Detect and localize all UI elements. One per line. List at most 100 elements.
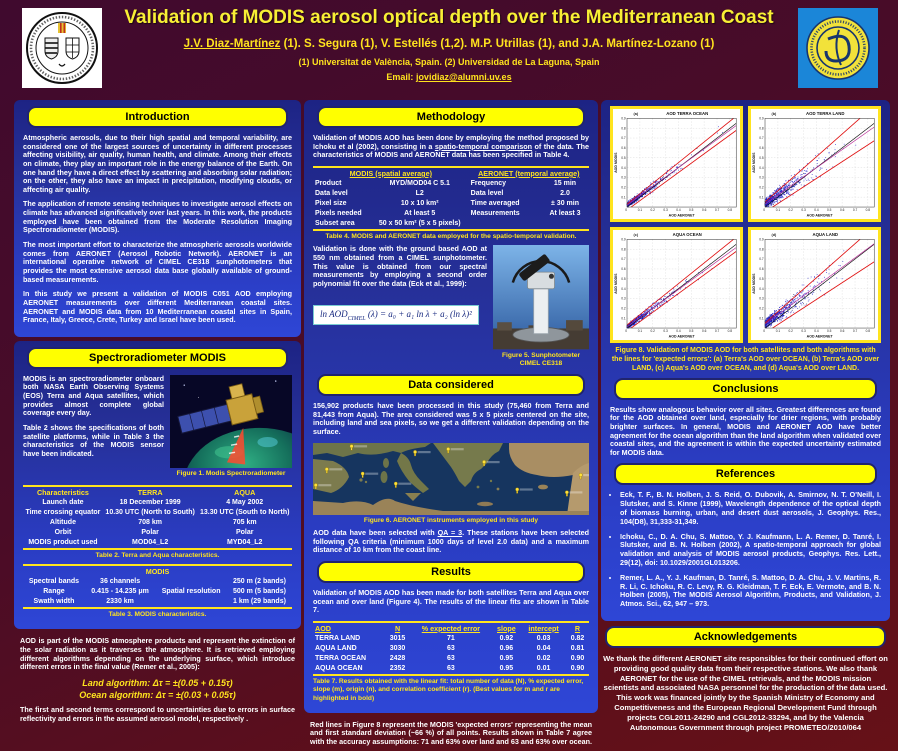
figure-5: Figure 5. Sunphotometer CIMEL CE318: [493, 245, 589, 372]
svg-text:0: 0: [625, 329, 627, 333]
svg-text:0.8: 0.8: [866, 208, 871, 212]
table-2-col-aqua: AQUA: [234, 487, 256, 497]
svg-text:0: 0: [763, 329, 765, 333]
table-cell: Range: [43, 588, 65, 596]
svg-text:0.8: 0.8: [866, 329, 871, 333]
spectro-row: MODIS is an spectroradiometer onboard bo…: [23, 373, 292, 483]
figure-1: Figure 1. Modis Spectroradiometer: [170, 374, 292, 483]
table-cell: 0.90: [570, 664, 585, 672]
svg-text:AOD TERRA OCEAN: AOD TERRA OCEAN: [666, 111, 708, 116]
svg-text:0.3: 0.3: [759, 297, 764, 301]
table-cell: 0.02: [536, 654, 551, 662]
svg-text:0.9: 0.9: [759, 116, 764, 120]
mediterranean-map-image: [313, 442, 589, 515]
svg-text:0.2: 0.2: [621, 185, 626, 189]
left-column: Introduction Atmospheric aerosols, due t…: [14, 100, 301, 729]
email-line: Email: jovidiaz@alumni.uv.es: [112, 72, 786, 82]
methodology-panel: Methodology Validation of MODIS AOD has …: [304, 100, 598, 713]
table-cell: Subset area: [315, 220, 355, 228]
table-row: AQUA OCEAN 2352 63 0.95 0.01 0.90: [313, 664, 589, 675]
svg-text:0.7: 0.7: [853, 208, 858, 212]
svg-text:0.5: 0.5: [621, 156, 626, 160]
table-cell: 0.81: [570, 644, 585, 652]
table-cell: 3015: [389, 634, 406, 642]
table-cell: Altitude: [49, 518, 76, 526]
svg-text:0.7: 0.7: [853, 329, 858, 333]
table-cell: Time crossing equator: [25, 508, 101, 516]
svg-text:0.4: 0.4: [676, 208, 681, 212]
table-cell: Time averaged: [470, 200, 520, 208]
figure-6-caption: Figure 6. AERONET instruments employed i…: [363, 516, 539, 524]
svg-text:AOD MODIS: AOD MODIS: [752, 152, 756, 173]
spectroradiometer-panel: Spectroradiometer MODIS MODIS is an spec…: [14, 340, 301, 630]
svg-text:0.6: 0.6: [702, 329, 707, 333]
svg-text:0.4: 0.4: [759, 166, 764, 170]
svg-text:0.7: 0.7: [621, 136, 626, 140]
table-row: Orbit Polar Polar: [23, 528, 292, 538]
spectro-paragraph-1: MODIS is an spectroradiometer onboard bo…: [23, 373, 164, 418]
table-cell: MOD04_L2: [132, 538, 169, 546]
references-heading: References: [614, 463, 877, 486]
table-cell: Data level: [470, 189, 504, 197]
table-row: Altitude 708 km 705 km: [23, 518, 292, 528]
svg-text:0: 0: [625, 208, 627, 212]
table-cell: MYD/MOD04 C 5.1: [389, 179, 450, 187]
svg-text:0.1: 0.1: [621, 316, 626, 320]
svg-text:0.2: 0.2: [788, 329, 793, 333]
svg-text:0.3: 0.3: [663, 329, 668, 333]
table-cell: 705 km: [232, 518, 257, 526]
references-list: Eck, T. F., B. N. Holben, J. S. Reid, O.…: [610, 491, 881, 608]
table-3-caption: Table 3. MODIS characteristics.: [108, 611, 207, 619]
table-cell: 0.96: [499, 644, 514, 652]
email-link[interactable]: jovidiaz@alumni.uv.es: [415, 72, 512, 82]
svg-text:0.7: 0.7: [715, 208, 720, 212]
table-row: TERRA LAND 3015 71 0.92 0.03 0.82: [313, 634, 589, 644]
figure-5-caption: Figure 5. Sunphotometer CIMEL CE318: [501, 351, 581, 367]
table-cell: 50 x 50 km² (5 x 5 pixels): [378, 220, 461, 228]
table-cell: 3030: [389, 644, 406, 652]
table-row: Range 0.415 - 14.235 μm Spatial resolution…: [23, 587, 292, 597]
table-cell: At least 3: [549, 210, 581, 218]
table-cell: [541, 219, 589, 230]
table-cell: AQUA LAND: [315, 644, 357, 652]
table-cell: 0.415 - 14.235 μm: [91, 588, 149, 596]
table-2-col-terra: TERRA: [137, 487, 163, 497]
spectroradiometer-heading: Spectroradiometer MODIS: [27, 346, 288, 369]
aod-uncertainty-note: The first and second terms correspond to…: [20, 704, 295, 723]
svg-text:AOD AERONET: AOD AERONET: [807, 213, 834, 217]
svg-text:0.9: 0.9: [621, 116, 626, 120]
svg-text:0.3: 0.3: [801, 208, 806, 212]
svg-text:0.1: 0.1: [776, 208, 781, 212]
reference-item: Eck, T. F., B. N. Holben, J. S. Reid, O.…: [620, 491, 881, 526]
svg-text:0.8: 0.8: [759, 126, 764, 130]
svg-text:0.7: 0.7: [715, 329, 720, 333]
table-cell: 0.04: [536, 644, 551, 652]
svg-text:AOD MODIS: AOD MODIS: [614, 152, 618, 173]
svg-text:0.6: 0.6: [621, 146, 626, 150]
svg-text:0.5: 0.5: [689, 329, 694, 333]
table-7-col-intercept: intercept: [528, 623, 559, 633]
svg-text:0.6: 0.6: [840, 208, 845, 212]
cimel-sunphotometer-photo: [493, 245, 589, 350]
table-4-header-row: MODIS (spatial average) AERONET (tempora…: [313, 167, 589, 179]
svg-text:0.9: 0.9: [759, 238, 764, 242]
svg-text:AOD MODIS: AOD MODIS: [752, 273, 756, 294]
poster-title: Validation of MODIS aerosol optical dept…: [124, 7, 774, 28]
svg-text:0.6: 0.6: [621, 267, 626, 271]
table-cell: 0.95: [499, 664, 514, 672]
table-row: Pixels needed At least 5 Measurements At le…: [313, 209, 589, 219]
table-cell: [155, 577, 227, 587]
table-cell: 63: [447, 654, 455, 662]
table-cell: AQUA OCEAN: [315, 664, 363, 672]
introduction-panel: Introduction Atmospheric aerosols, due t…: [14, 100, 301, 337]
header-text-block: Validation of MODIS aerosol optical dept…: [112, 7, 786, 82]
table-4-caption: Table 4. MODIS and AERONET data employed…: [325, 233, 577, 241]
table-cell: 18 December 1999: [119, 498, 181, 506]
table-4-modis-aeronet: MODIS (spatial average) AERONET (tempora…: [313, 165, 589, 232]
svg-text:0.7: 0.7: [759, 136, 764, 140]
table-cell: Product: [315, 179, 342, 187]
email-label: Email:: [386, 72, 416, 82]
table-cell: Polar: [141, 528, 159, 536]
svg-text:0.2: 0.2: [650, 329, 655, 333]
table-cell: 4 May 2002: [226, 498, 264, 506]
